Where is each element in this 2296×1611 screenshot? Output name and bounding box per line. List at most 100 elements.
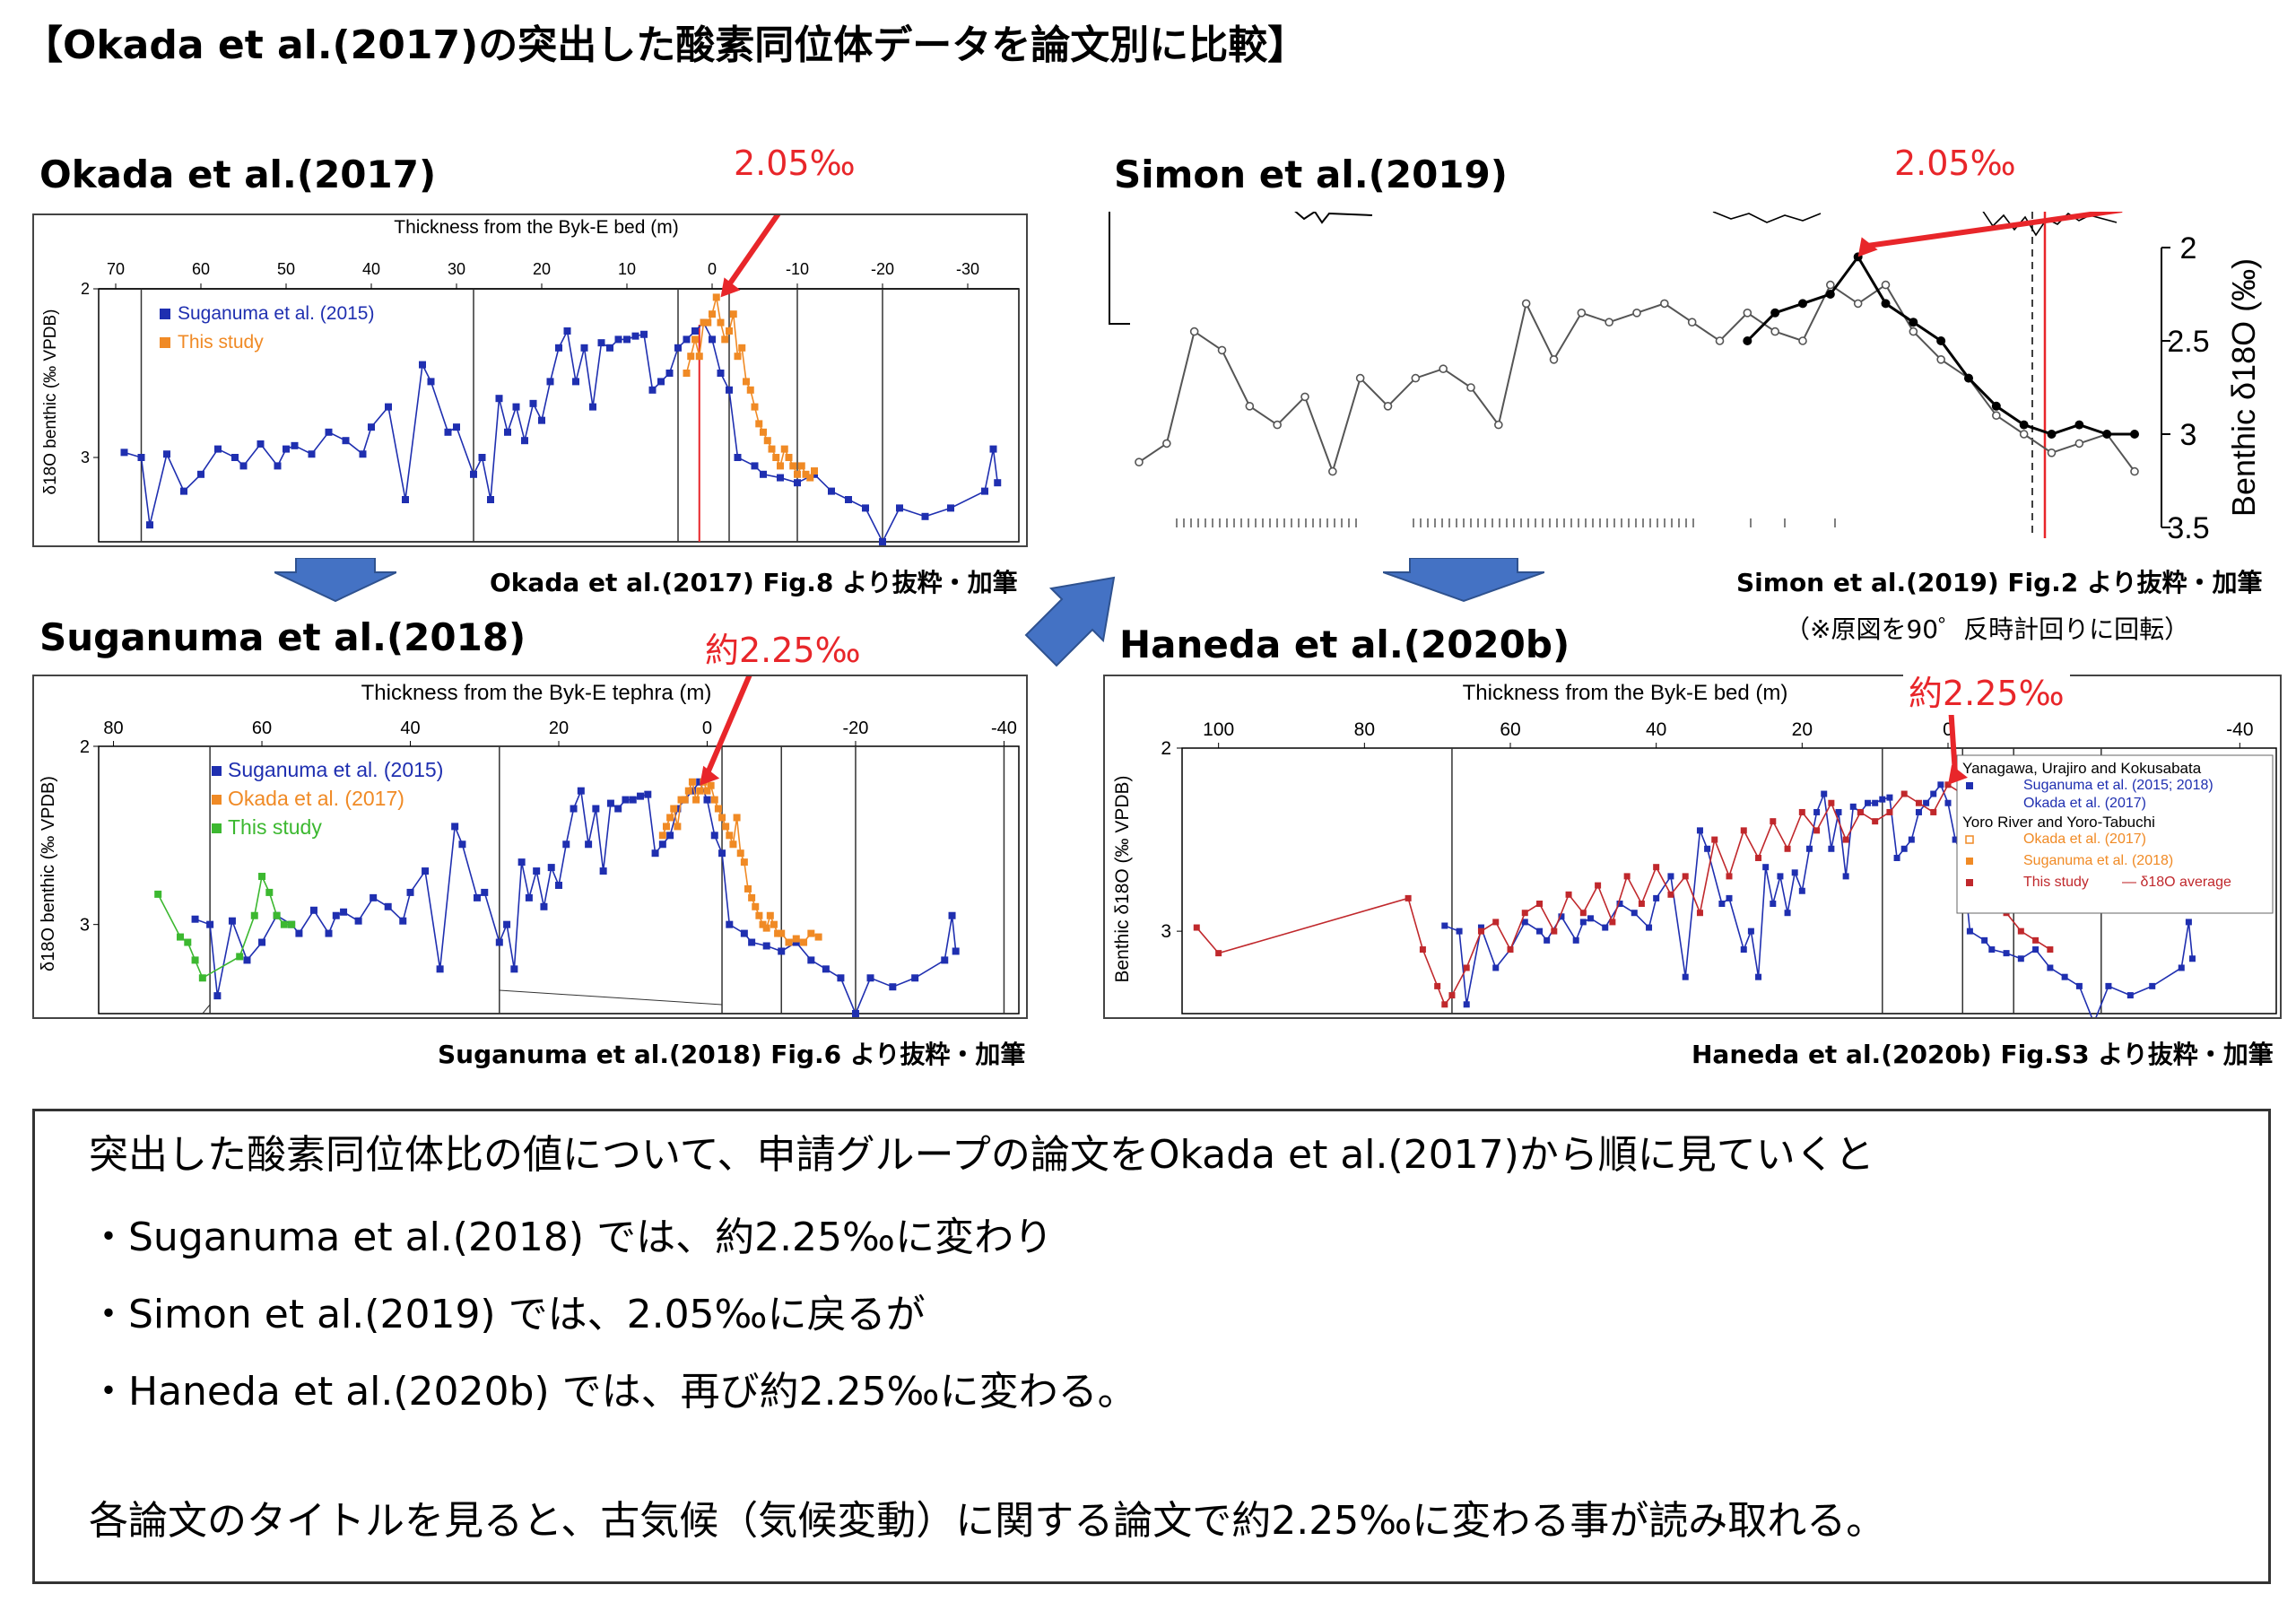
data-point [325, 929, 333, 937]
chart-panel-simon2019: Benthic δ18O (‰) 2 2.5 3 3.5 [1103, 212, 2269, 544]
data-point [2032, 946, 2039, 954]
caption-suganuma2018: Suganuma et al.(2018) Fig.6 より抜粋・加筆 [438, 1040, 1026, 1069]
data-point [213, 992, 222, 1000]
x-axis-title: Thickness from the Byk-E bed (m) [394, 217, 678, 238]
data-point [687, 353, 695, 361]
data-point [1930, 808, 1937, 815]
data-point [206, 920, 214, 928]
data-point [563, 327, 571, 335]
highlight-arrow [726, 215, 781, 289]
data-point [1908, 836, 1915, 843]
data-point [744, 884, 752, 893]
data-point [517, 858, 526, 866]
summary-intro: 突出した酸素同位体比の値について、申請グループの論文をOkada et al.(… [89, 1132, 1874, 1178]
diagonal-arrow-icon [1024, 576, 1116, 667]
legend-label: This study [178, 332, 264, 353]
data-point [1881, 280, 1891, 290]
x-tick-label: -40 [2226, 719, 2253, 740]
data-point [1872, 818, 1879, 825]
data-point [896, 504, 903, 512]
data-point [806, 474, 814, 482]
data-point [807, 956, 815, 964]
data-point [444, 428, 452, 436]
x-tick-label: 0 [708, 260, 717, 278]
arrow-head-icon [700, 765, 720, 786]
caption-okada2017: Okada et al.(2017) Fig.8 より抜粋・加筆 [490, 568, 1018, 597]
data-point [525, 893, 533, 901]
panel-heading-suganuma2018: Suganuma et al.(2018) [39, 615, 526, 659]
x-axis-title: Thickness from the Byk-E bed (m) [1463, 681, 1788, 705]
data-point [1667, 873, 1674, 880]
data-point [1718, 901, 1726, 908]
data-point [137, 454, 145, 461]
data-point [662, 823, 670, 831]
data-point [481, 888, 489, 896]
data-point [911, 974, 919, 982]
data-point [752, 902, 760, 910]
y-axis-title: Benthic δ18O (‰) [2225, 258, 2262, 517]
data-point [1638, 901, 1645, 908]
data-point [746, 386, 754, 394]
data-point [1981, 936, 1988, 944]
data-point [1577, 309, 1587, 318]
data-point [845, 496, 852, 503]
data-point [709, 310, 716, 318]
data-point [822, 965, 830, 973]
highlight-label-simon2019: 2.05‰ [1894, 144, 2016, 183]
top-trace [1712, 212, 1822, 223]
data-point [947, 504, 954, 512]
series-line-1 [662, 779, 819, 944]
legend-label: Okada et al. (2017) [228, 787, 404, 810]
y-tick-label: 3.5 [2167, 511, 2209, 544]
data-point [751, 403, 759, 411]
chart-panel-haneda2020b: Thickness from the Byk-E bed (m) Benthic… [1103, 675, 2282, 1019]
data-point [1492, 964, 1500, 971]
data-point [1434, 982, 1441, 989]
data-point [250, 911, 258, 919]
data-point [726, 327, 733, 335]
data-point [1494, 420, 1503, 430]
data-point [184, 938, 192, 946]
data-point [258, 938, 266, 946]
data-point [191, 956, 199, 964]
data-point [952, 947, 960, 955]
data-point [2003, 950, 2010, 957]
data-point [695, 353, 703, 361]
data-point [681, 796, 689, 804]
data-point [2017, 927, 2024, 935]
data-point [2126, 992, 2134, 999]
chart-haneda2020b: Thickness from the Byk-E bed (m) Benthic… [1112, 681, 2277, 1017]
highlight-arrow [704, 676, 752, 776]
data-point [921, 512, 929, 520]
x-tick-label: 40 [400, 718, 420, 738]
x-tick-label: 50 [277, 260, 295, 278]
legend-marker [212, 823, 222, 833]
data-point [696, 787, 704, 795]
data-point [1609, 919, 1616, 926]
data-point [570, 805, 578, 813]
data-point [1805, 845, 1813, 852]
data-point [780, 445, 788, 453]
data-point [1813, 827, 1821, 834]
data-point [837, 974, 845, 982]
data-point [1770, 327, 1779, 336]
plot-area: 2 2.5 3 3.5 [1109, 212, 2210, 544]
data-point [1865, 799, 1872, 806]
data-point [1492, 919, 1500, 926]
data-point [2130, 466, 2139, 476]
data-point [295, 929, 303, 937]
x-tick-label: 10 [618, 260, 636, 278]
data-point [1565, 891, 1572, 898]
data-point [766, 911, 774, 919]
data-point [1711, 836, 1718, 843]
data-point [1687, 318, 1697, 327]
data-point [760, 470, 767, 478]
data-point [637, 792, 645, 800]
data-point [385, 403, 392, 411]
data-point [740, 929, 748, 937]
data-point [120, 448, 128, 457]
data-point [760, 428, 767, 436]
data-point [733, 814, 741, 822]
down-arrow-icon [274, 558, 396, 603]
data-point [2032, 936, 2039, 944]
